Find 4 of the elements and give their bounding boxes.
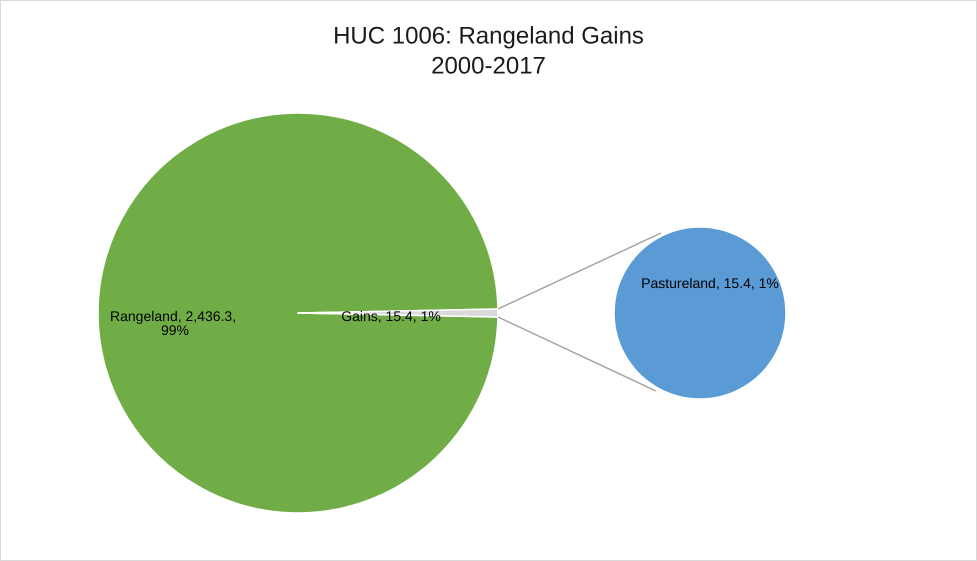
slice-label: Rangeland, 2,436.3, 99% — [110, 308, 240, 338]
chart-title: HUC 1006: Rangeland Gains — [333, 22, 644, 50]
chart-subtitle: 2000-2017 — [431, 52, 546, 80]
slice-label: Pastureland, 15.4, 1% — [641, 275, 779, 291]
